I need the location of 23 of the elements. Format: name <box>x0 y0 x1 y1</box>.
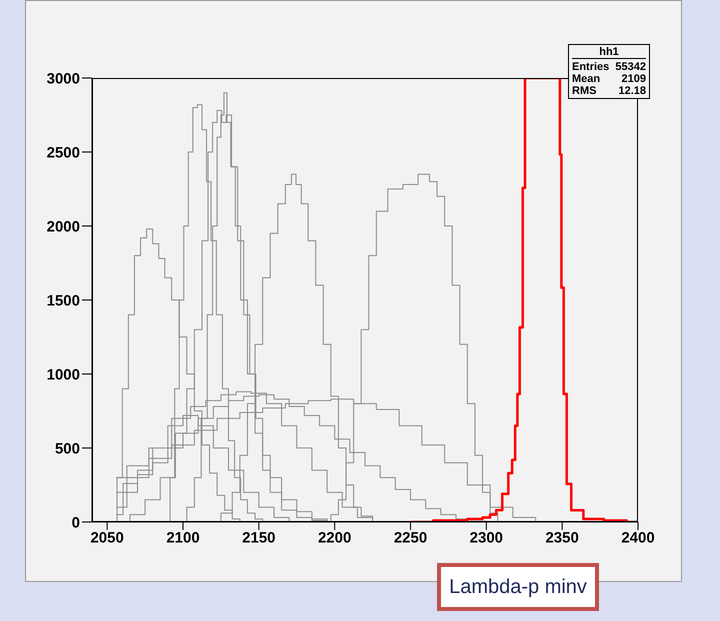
x-tick-label: 2300 <box>470 530 504 547</box>
y-tick-label: 1500 <box>46 292 80 310</box>
x-tick-label: 2200 <box>318 530 352 547</box>
y-tick-label: 500 <box>54 440 80 458</box>
text: Entries <box>572 61 610 73</box>
annotation: 12.18 <box>618 85 646 97</box>
y-tick-label: 3000 <box>46 70 80 88</box>
annotation: 2109 <box>622 73 646 85</box>
x-tick-label: 2350 <box>545 530 579 547</box>
text: hh1 <box>572 46 646 59</box>
x-tick-label: 2150 <box>242 530 276 547</box>
text: Lambda-p minv <box>437 563 599 611</box>
text: 55342 <box>615 61 646 73</box>
y-tick-label: 0 <box>72 514 80 532</box>
y-tick-label: 1000 <box>46 366 80 384</box>
x-tick-label: 2400 <box>621 530 655 547</box>
x-tick-label: 2050 <box>90 530 124 547</box>
y-tick-label: 2500 <box>46 144 80 162</box>
annotation: Mean <box>572 73 600 85</box>
annotation: RMS <box>572 85 596 97</box>
x-tick-label: 2100 <box>166 530 200 547</box>
x-tick-label: 2250 <box>394 530 428 547</box>
y-tick-label: 2000 <box>46 218 80 236</box>
